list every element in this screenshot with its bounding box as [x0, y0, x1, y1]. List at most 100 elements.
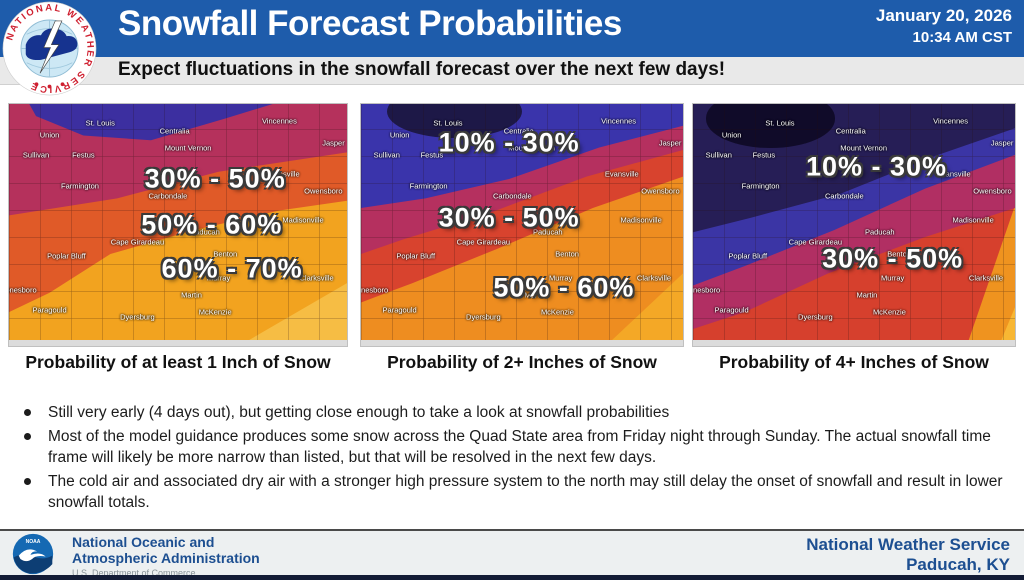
city-label: Farmington	[61, 181, 99, 191]
city-label: Evansville	[265, 169, 300, 179]
probability-labels-layer: 30% - 50% 50% - 60% 60% - 70%	[9, 104, 347, 346]
bullet-item: The cold air and associated dry air with…	[16, 471, 1016, 513]
city-label: Owensboro	[641, 186, 680, 196]
map-bottom-strip	[9, 340, 347, 346]
city-label: Martin	[856, 290, 878, 300]
probability-range-label: 10% - 30%	[805, 151, 948, 182]
city-label: Clarksville	[968, 273, 1004, 283]
header-bar: Snowfall Forecast Probabilities January …	[0, 0, 1024, 57]
city-label: Mount Vernon	[840, 143, 888, 153]
city-label: Farmington	[741, 181, 780, 191]
city-label: Dyersburg	[798, 312, 833, 322]
city-label: Cape Girardeau	[456, 237, 511, 247]
map-caption-4inch: Probability of 4+ Inches of Snow	[719, 352, 989, 372]
city-label: Evansville	[936, 169, 971, 179]
county-borders-overlay	[9, 104, 347, 346]
wfo-office-line1: National Weather Service	[806, 535, 1010, 554]
probability-range-label: 50% - 60%	[493, 272, 635, 303]
city-label: Poplar Bluff	[396, 251, 436, 261]
bullet-item: Still very early (4 days out), but getti…	[16, 402, 1016, 423]
city-label: Sullivan	[705, 150, 732, 160]
city-label: Festus	[752, 150, 776, 160]
city-label: Cape Girardeau	[110, 237, 165, 247]
probability-range-label: 60% - 70%	[161, 253, 303, 284]
nws-logo-icon: NATIONAL WEATHER SERVICE	[2, 1, 97, 96]
city-label: McKenzie	[198, 307, 232, 317]
city-label: Martin	[181, 290, 202, 300]
city-label: Owensboro	[304, 186, 343, 196]
city-label: Jasper	[658, 138, 682, 148]
city-label: Madisonville	[282, 215, 324, 225]
city-label: Poplar Bluff	[728, 251, 768, 261]
county-borders-overlay	[361, 104, 683, 346]
low-probability-dark-patch	[705, 104, 835, 148]
city-label: Murray	[206, 273, 231, 283]
city-label: St. Louis	[85, 118, 115, 128]
city-label: Jonesboro	[361, 285, 389, 295]
probability-range-label: 30% - 50%	[144, 163, 286, 194]
city-label: Union	[39, 130, 60, 140]
bullet-item: Most of the model guidance produces some…	[16, 426, 1016, 468]
city-label: Jonesboro	[9, 285, 37, 295]
city-label: Clarksville	[636, 273, 672, 283]
noaa-line2: Atmospheric Administration	[72, 550, 260, 567]
county-borders-overlay	[693, 104, 1015, 346]
city-label: Festus	[420, 150, 444, 160]
city-label: Vincennes	[601, 116, 637, 126]
city-label: Madisonville	[952, 215, 994, 225]
discussion-bullet-list: Still very early (4 days out), but getti…	[16, 402, 1016, 516]
city-label: Centralia	[503, 126, 534, 136]
city-labels-layer: St. Louis Union Sullivan Festus Centralia Mou…	[361, 104, 683, 346]
city-label: Poplar Bluff	[47, 251, 86, 261]
probability-labels-layer: 10% - 30% 30% - 50% 50% - 60%	[361, 104, 683, 346]
alert-banner: Expect fluctuations in the snowfall fore…	[0, 57, 1024, 85]
city-label: Festus	[72, 150, 95, 160]
issue-time: 10:34 AM CST	[912, 28, 1012, 46]
city-labels-layer: St. Louis Union Sullivan Festus Centralia Mou…	[693, 104, 1015, 346]
noaa-logo-icon: NOAA	[12, 533, 54, 575]
footer-bar: NOAA National Oceanic and Atmospheric Ad…	[0, 529, 1024, 578]
city-label: Mount Vernon	[164, 143, 212, 153]
city-labels-layer: St. Louis Union Sullivan Festus Centralia Mou…	[9, 104, 347, 346]
probability-range-label: 50% - 60%	[141, 209, 283, 240]
city-label: Benton	[213, 249, 238, 259]
city-label: Murray	[548, 273, 573, 283]
probability-range-label: 30% - 50%	[438, 202, 580, 233]
city-label: Jonesboro	[693, 285, 721, 295]
city-label: Paducah	[190, 227, 220, 237]
probability-range-label: 30% - 50%	[822, 243, 964, 274]
page-title: Snowfall Forecast Probabilities	[118, 4, 622, 43]
city-label: Jasper	[990, 138, 1014, 148]
city-label: Paducah	[532, 227, 563, 237]
city-label: St. Louis	[765, 118, 795, 128]
probability-labels-layer: 10% - 30% 30% - 50%	[693, 104, 1015, 346]
noaa-line1: National Oceanic and	[72, 534, 215, 550]
city-label: Carbondale	[824, 191, 864, 201]
city-label: Benton	[887, 249, 911, 259]
map-2inch-probability: St. Louis Union Sullivan Festus Centralia Mou…	[360, 103, 684, 347]
city-label: Murray	[880, 273, 905, 283]
alert-banner-text: Expect fluctuations in the snowfall fore…	[118, 59, 726, 80]
city-label: Centralia	[159, 126, 190, 136]
city-label: Paragould	[382, 305, 417, 315]
city-label: McKenzie	[540, 307, 574, 317]
city-label: Paragould	[714, 305, 749, 315]
city-label: Centralia	[835, 126, 866, 136]
map-bottom-strip	[693, 340, 1015, 346]
city-label: Carbondale	[492, 191, 532, 201]
wfo-office-text: National Weather Service Paducah, KY	[806, 535, 1010, 576]
city-label: Dyersburg	[120, 312, 155, 322]
city-label: Benton	[555, 249, 579, 259]
city-label: Paducah	[864, 227, 895, 237]
city-label: Carbondale	[148, 191, 188, 201]
bottom-navy-strip	[0, 575, 1024, 580]
city-label: McKenzie	[872, 307, 906, 317]
city-label: Mount Vernon	[508, 143, 556, 153]
city-label: Vincennes	[261, 116, 297, 126]
map-caption-2inch: Probability of 2+ Inches of Snow	[387, 352, 657, 372]
city-label: Clarksville	[299, 273, 334, 283]
map-bottom-strip	[361, 340, 683, 346]
issue-date: January 20, 2026	[875, 6, 1012, 25]
city-label: Paragould	[32, 305, 67, 315]
